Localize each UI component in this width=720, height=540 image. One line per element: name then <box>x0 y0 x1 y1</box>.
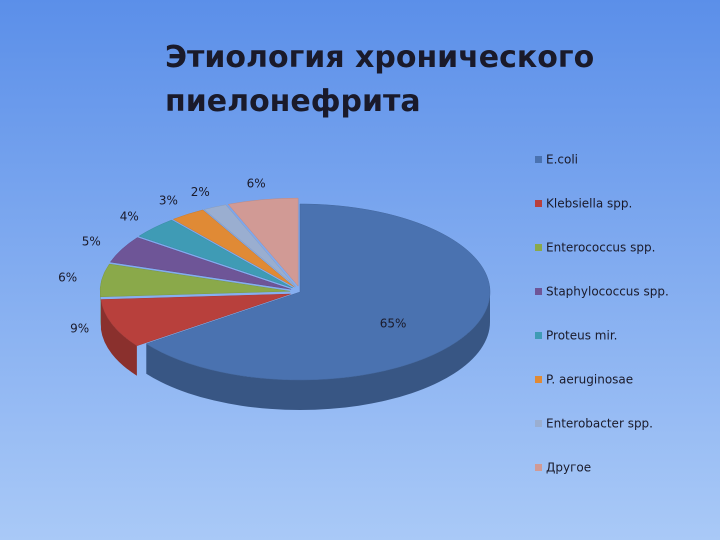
legend-marker <box>535 420 542 427</box>
data-label: 65% <box>380 316 407 330</box>
data-label: 6% <box>58 271 77 285</box>
data-label: 4% <box>120 209 139 223</box>
slice <box>227 197 299 287</box>
pie-labels: 65% 9% 6% 5% 4% 3% 2% 6% <box>58 177 406 336</box>
legend-marker <box>535 464 542 471</box>
legend-label: Klebsiella spp. <box>546 197 632 211</box>
slice <box>138 219 293 289</box>
data-label: 2% <box>191 185 210 199</box>
slice <box>100 299 137 376</box>
legend-marker <box>535 156 542 163</box>
legend-label: Proteus mir. <box>546 329 617 343</box>
data-label: 3% <box>159 194 178 208</box>
legend-label: Enterococcus spp. <box>546 241 655 255</box>
legend-marker <box>535 200 542 207</box>
slice <box>203 204 296 287</box>
legend-marker <box>535 244 542 251</box>
pie-sides <box>100 291 490 411</box>
chart-title: Этиология хронического пиелонефрита <box>165 40 595 119</box>
legend-label: E.coli <box>546 153 578 167</box>
slice <box>109 237 292 290</box>
legend-label: Enterobacter spp. <box>546 417 653 431</box>
slice-side <box>100 299 137 376</box>
legend-label: Staphylococcus spp. <box>546 285 669 299</box>
data-label: 9% <box>70 322 89 336</box>
legend-label: Другое <box>546 461 591 475</box>
slice-side <box>146 292 490 411</box>
legend-marker <box>535 288 542 295</box>
legend-label: P. aeruginosae <box>546 373 633 387</box>
data-label: 5% <box>82 235 101 249</box>
slice <box>146 292 490 411</box>
legend-marker <box>535 332 542 339</box>
slice <box>172 209 295 288</box>
slice <box>100 293 291 347</box>
data-label: 6% <box>247 177 266 191</box>
slice <box>99 263 291 298</box>
slice <box>145 203 491 381</box>
legend-marker <box>535 376 542 383</box>
pie-tops <box>99 197 491 381</box>
